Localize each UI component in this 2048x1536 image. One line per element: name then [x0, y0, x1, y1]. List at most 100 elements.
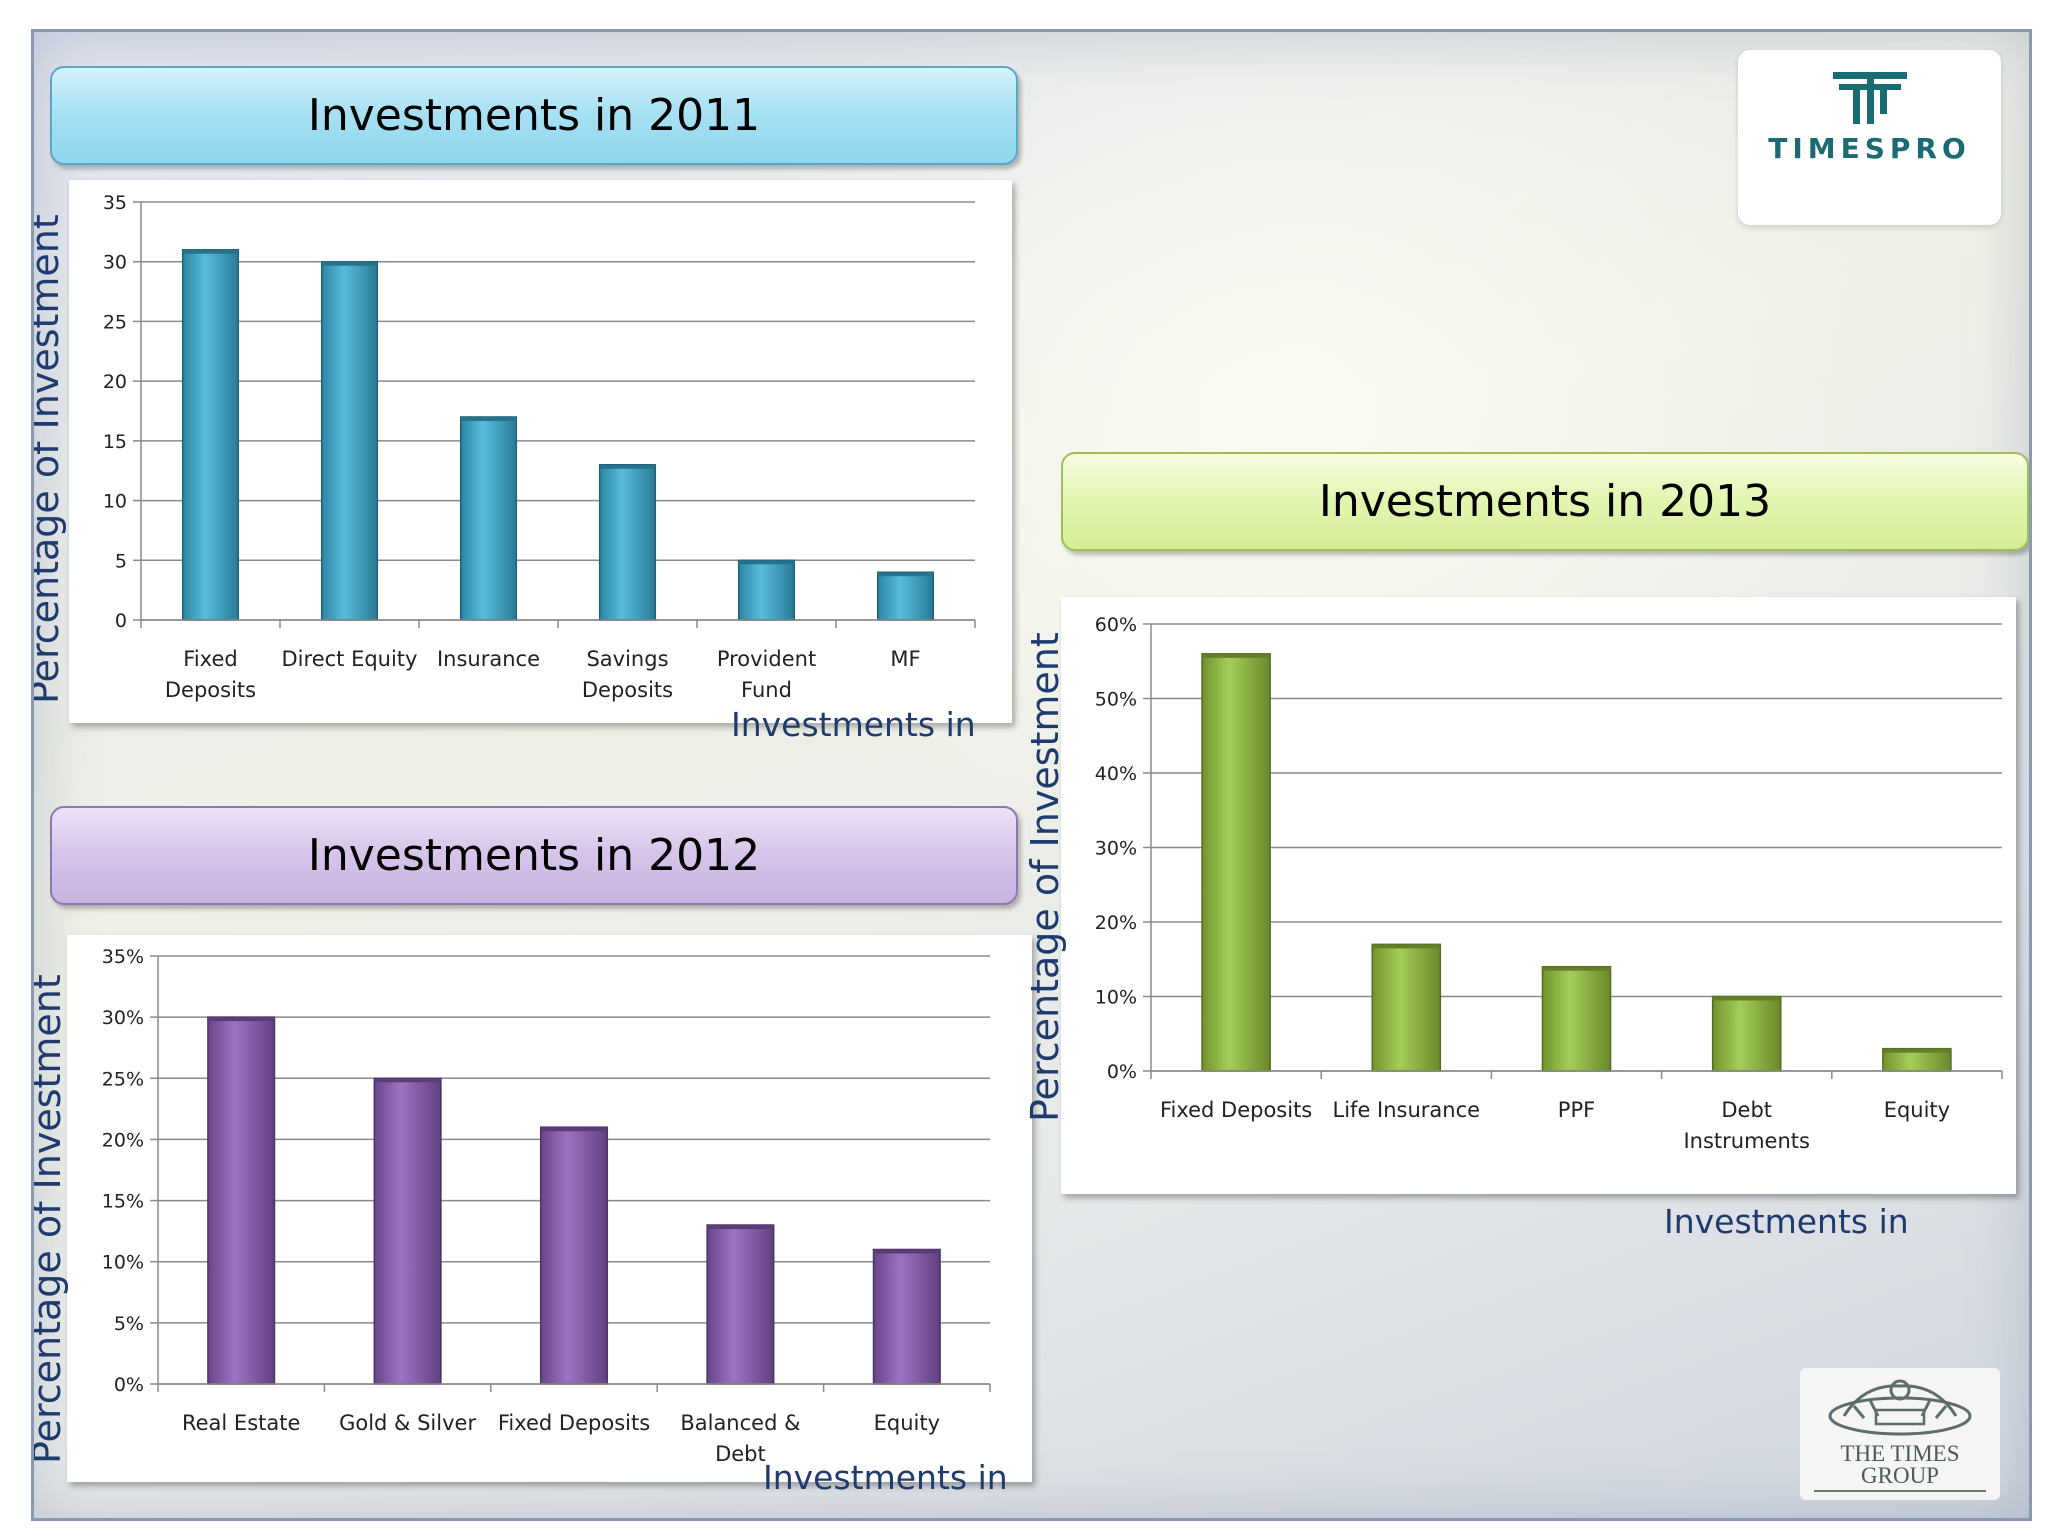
timespro-logo-text: TIMESPRO [1768, 132, 1971, 165]
bar [598, 463, 657, 621]
y-tick-label: 10% [102, 1252, 144, 1274]
bar-cap [738, 560, 795, 565]
bar [207, 1016, 276, 1385]
x-tick-label: MF [890, 647, 920, 671]
x-tick-label: PPF [1558, 1098, 1595, 1122]
bar [1711, 995, 1782, 1072]
x-tick-label: Deposits [582, 678, 673, 702]
slide: Investments in 2011 0 5 10 15 20 25 30 35 Fixed D… [31, 29, 2032, 1521]
x-tick-label: Fund [741, 678, 792, 702]
times-group-line1: THE TIMES [1840, 1441, 1960, 1466]
bar-cap [1202, 653, 1271, 658]
bar-cap [1882, 1048, 1951, 1053]
x-tick-label: Fixed [183, 647, 237, 671]
bar-cap [1372, 944, 1441, 949]
chart-2011-svg: 0 5 10 15 20 25 30 35 Fixed Deposits Direct Equity… [103, 192, 976, 702]
y-tick-label: 5 [115, 550, 127, 572]
y-tick-label: 0 [115, 610, 127, 632]
times-group-logo: THE TIMES GROUP [1800, 1368, 2000, 1500]
chart-2013-svg: 0% 10% 20% 30% 40% 50% 60% Fixed Deposits Life I… [1095, 614, 2003, 1153]
y-tick-label: 25 [103, 311, 127, 333]
bar-cap [540, 1127, 608, 1132]
chart-2011-plot: 0 5 10 15 20 25 30 35 Fixed Deposits Direct Equity… [69, 180, 1012, 723]
bar [1541, 965, 1612, 1072]
y-tick-label: 5% [114, 1313, 144, 1335]
x-tick-label: Equity [874, 1411, 940, 1435]
timespro-emblem-icon [1833, 72, 1907, 124]
bar [1371, 943, 1442, 1072]
bar [181, 249, 240, 621]
chart-2012-svg: 0% 5% 10% 15% 20% 25% 30% 35% Real Estate Gold & … [102, 946, 991, 1466]
bar [706, 1224, 775, 1385]
bar [872, 1248, 941, 1385]
y-tick-label: 15% [102, 1191, 144, 1213]
bar-cap [321, 261, 378, 266]
bar-cap [877, 572, 934, 577]
chart-2011-xlabel: Investments in [731, 705, 976, 744]
bar-cap [599, 464, 656, 469]
y-tick-label: 20% [102, 1129, 144, 1151]
x-tick-label: Gold & Silver [339, 1411, 476, 1435]
y-tick-label: 50% [1095, 689, 1137, 711]
chart-2013-ylabel: Percentage of Investment [1023, 632, 1067, 1122]
bar [876, 571, 935, 621]
x-tick-label: Insurance [437, 647, 540, 671]
y-tick-label: 40% [1095, 763, 1137, 785]
x-tick-label: Direct Equity [282, 647, 418, 671]
x-tick-label: Life Insurance [1333, 1098, 1481, 1122]
y-tick-label: 20 [103, 371, 127, 393]
y-tick-label: 0% [1107, 1061, 1137, 1083]
times-group-text: THE TIMES GROUP [1800, 1441, 2000, 1488]
bar-cap [873, 1249, 941, 1254]
bar-cap [707, 1225, 774, 1230]
x-tick-label: Equity [1884, 1098, 1950, 1122]
x-tick-label: Debt [1721, 1098, 1772, 1122]
y-tick-label: 25% [102, 1068, 144, 1090]
bar-cap [460, 416, 517, 421]
chart-2012-title: Investments in 2012 [50, 806, 1018, 905]
y-tick-label: 60% [1095, 614, 1137, 636]
bar [1201, 653, 1271, 1072]
y-tick-label: 0% [114, 1374, 144, 1396]
bar [459, 416, 518, 621]
x-tick-label: Instruments [1683, 1129, 1809, 1153]
x-tick-label: Savings [586, 647, 668, 671]
bar-cap [1712, 996, 1781, 1001]
x-tick-label: Deposits [165, 678, 256, 702]
bar [373, 1077, 442, 1385]
y-tick-label: 35 [103, 192, 127, 214]
bar-cap [374, 1078, 441, 1083]
chart-2011-ylabel: Percentage of Investment [31, 214, 67, 704]
timespro-logo: TIMESPRO [1738, 50, 2001, 225]
y-tick-label: 10 [103, 491, 127, 513]
bar-cap [207, 1017, 275, 1022]
x-tick-label: Real Estate [182, 1411, 300, 1435]
x-tick-label: Debt [715, 1442, 766, 1466]
chart-2011-title: Investments in 2011 [50, 66, 1018, 165]
times-group-line2: GROUP [1861, 1463, 1939, 1488]
chart-2012-xlabel: Investments in [763, 1458, 1008, 1497]
y-tick-label: 30 [103, 252, 127, 274]
y-tick-label: 35% [102, 946, 144, 968]
chart-2013-xlabel: Investments in [1664, 1202, 1909, 1241]
chart-2013-plot: 0% 10% 20% 30% 40% 50% 60% Fixed Deposits Life I… [1061, 597, 2016, 1194]
x-tick-label: Fixed Deposits [1160, 1098, 1312, 1122]
x-tick-label: Balanced & [680, 1411, 800, 1435]
bar-cap [182, 249, 239, 254]
y-tick-label: 20% [1095, 912, 1137, 934]
x-tick-label: Fixed Deposits [498, 1411, 650, 1435]
chart-2012-ylabel: Percentage of Investment [31, 974, 69, 1464]
bar-cap [1542, 966, 1611, 971]
times-group-emblem-icon [1828, 1379, 1972, 1436]
times-group-rule [1814, 1490, 1986, 1492]
y-tick-label: 10% [1095, 987, 1137, 1009]
x-tick-label: Provident [717, 647, 816, 671]
chart-2012-plot: 0% 5% 10% 15% 20% 25% 30% 35% Real Estate Gold & … [67, 935, 1032, 1482]
chart-2013-title: Investments in 2013 [1061, 452, 2029, 551]
bar [320, 260, 379, 621]
y-tick-label: 15 [103, 431, 127, 453]
bar [737, 559, 796, 621]
bar [539, 1126, 609, 1385]
y-tick-label: 30% [1095, 838, 1137, 860]
y-tick-label: 30% [102, 1007, 144, 1029]
